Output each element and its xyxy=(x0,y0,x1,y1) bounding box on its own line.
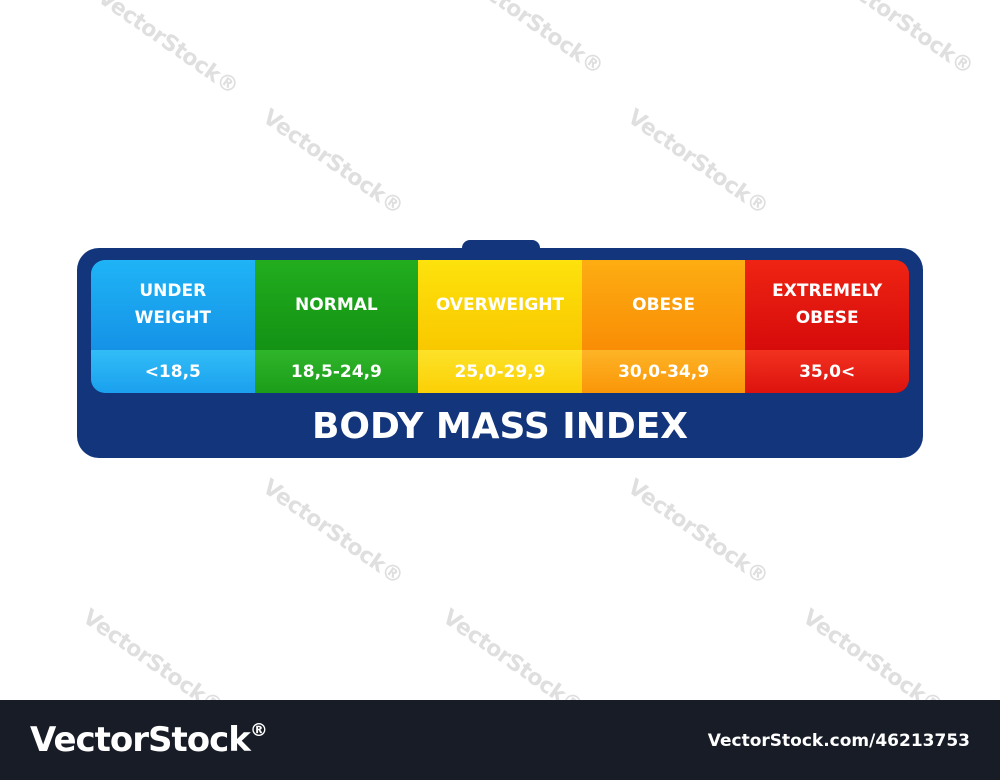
watermark-text: VectorStock® xyxy=(257,474,408,591)
category-label: OVERWEIGHT xyxy=(418,260,582,350)
category-range: 30,0-34,9 xyxy=(581,350,746,393)
category-label: EXTREMELY OBESE xyxy=(745,260,909,350)
watermark-text: VectorStock® xyxy=(622,474,773,591)
category-extremely-obese: EXTREMELY OBESE 35,0< xyxy=(745,260,909,393)
category-label: OBESE xyxy=(581,260,746,350)
category-label: NORMAL xyxy=(254,260,419,350)
category-range: 18,5-24,9 xyxy=(254,350,419,393)
category-normal: NORMAL 18,5-24,9 xyxy=(254,260,419,393)
category-overweight: OVERWEIGHT 25,0-29,9 xyxy=(418,260,582,393)
footer-bar: VectorStock® VectorStock.com/46213753 xyxy=(0,700,1000,780)
watermark-text: VectorStock® xyxy=(457,0,608,81)
image-id: VectorStock.com/46213753 xyxy=(707,731,970,751)
category-underweight: UNDER WEIGHT <18,5 xyxy=(91,260,255,393)
category-range: <18,5 xyxy=(91,350,255,393)
watermark-text: VectorStock® xyxy=(92,0,243,101)
category-label: UNDER WEIGHT xyxy=(91,260,255,350)
watermark-text: VectorStock® xyxy=(827,0,978,81)
watermark-text: VectorStock® xyxy=(622,104,773,221)
category-range: 35,0< xyxy=(745,350,909,393)
page-title: BODY MASS INDEX xyxy=(311,405,689,447)
bmi-scale: UNDER WEIGHT <18,5 NORMAL 18,5-24,9 OVERW… xyxy=(91,260,909,393)
category-range: 25,0-29,9 xyxy=(418,350,582,393)
category-obese: OBESE 30,0-34,9 xyxy=(581,260,746,393)
vectorstock-logo: VectorStock® xyxy=(30,720,268,760)
watermark-text: VectorStock® xyxy=(257,104,408,221)
